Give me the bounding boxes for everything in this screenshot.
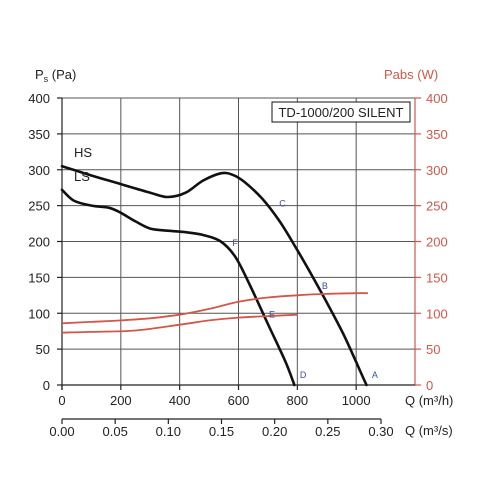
y-tick-label: 50 (36, 342, 50, 357)
x-tick-label: 0 (58, 393, 65, 408)
x2-axis-label: Q (m³/s) (405, 423, 453, 438)
series-label-hs: HS (74, 145, 92, 160)
y-tick-label: 100 (28, 306, 50, 321)
y2-tick-label: 250 (426, 199, 448, 214)
y-tick-label: 200 (28, 235, 50, 250)
x-axis-label: Q (m³/h) (405, 393, 453, 408)
y-tick-label: 300 (28, 163, 50, 178)
y2-tick-label: 350 (426, 127, 448, 142)
operating-points: A B C D E F (232, 198, 378, 380)
y2-tick-label: 400 (426, 91, 448, 106)
y-tick-label: 250 (28, 199, 50, 214)
x-tick-label: 1000 (342, 393, 371, 408)
y-axis-label-right: Pabs (W) (384, 67, 438, 82)
x2-tick-label: 0.30 (368, 424, 393, 439)
pressure-curve-hs (60, 164, 368, 387)
title-box (271, 101, 411, 123)
x2-tick-label: 0.05 (103, 424, 128, 439)
point-label-e: E (269, 310, 275, 320)
point-label-d: D (300, 370, 307, 380)
x-tick-label: 800 (286, 393, 308, 408)
point-label-a: A (372, 370, 378, 380)
y-tick-label: 150 (28, 270, 50, 285)
chart-title: TD-1000/200 SILENT (278, 105, 403, 120)
power-curve (61, 292, 368, 325)
x2-tick-label: 0.10 (156, 424, 181, 439)
y2-tick-label: 300 (426, 163, 448, 178)
y-axis-label-left: Ps (Pa) (35, 67, 76, 84)
x-tick-label: 200 (110, 393, 132, 408)
y-tick-label: 0 (43, 378, 50, 393)
x-tick-label: 600 (228, 393, 250, 408)
x2-tick-label: 0.15 (209, 424, 234, 439)
axes: 0 50 100 150 200 250 300 350 400 0 50 100 150 200 250 3… (28, 91, 447, 439)
y2-tick-label: 100 (426, 306, 448, 321)
y2-tick-label: 200 (426, 235, 448, 250)
x2-tick-label: 0.25 (315, 424, 340, 439)
pressure-curve-ls (60, 188, 296, 387)
grid (62, 97, 415, 385)
x2-tick-label: 0.20 (262, 424, 287, 439)
power-curve (61, 313, 298, 334)
point-label-f: F (232, 238, 238, 248)
series-layer: HS LS (60, 145, 368, 387)
x2-tick-label: 0.00 (49, 424, 74, 439)
point-label-c: C (279, 198, 286, 208)
y2-tick-label: 150 (426, 270, 448, 285)
x-tick-label: 400 (169, 393, 191, 408)
series-label-ls: LS (74, 169, 90, 184)
point-label-b: B (322, 281, 328, 291)
y-tick-label: 400 (28, 91, 50, 106)
y2-tick-label: 50 (426, 342, 440, 357)
y-tick-label: 350 (28, 127, 50, 142)
y2-tick-label: 0 (426, 378, 433, 393)
